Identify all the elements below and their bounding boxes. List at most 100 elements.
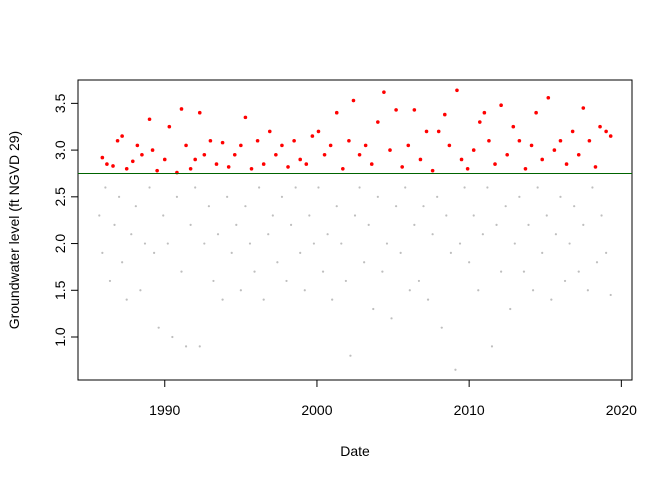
data-point <box>558 138 563 143</box>
data-point <box>101 251 104 254</box>
data-point <box>274 152 278 157</box>
data-point <box>486 186 489 189</box>
data-point <box>609 293 612 297</box>
data-point <box>334 110 339 115</box>
data-point <box>312 242 316 245</box>
data-point <box>331 298 334 301</box>
data-point <box>280 195 284 198</box>
data-point <box>294 186 297 189</box>
data-point <box>226 195 229 198</box>
data-point <box>385 242 389 245</box>
data-point <box>600 214 603 217</box>
data-point <box>513 242 516 245</box>
data-point <box>347 138 351 143</box>
data-point <box>197 110 202 115</box>
data-point <box>495 223 498 226</box>
data-point <box>198 345 201 348</box>
data-point <box>194 186 197 189</box>
data-point <box>536 186 539 189</box>
data-point <box>400 165 404 169</box>
data-point <box>267 129 272 134</box>
y-tick-label: 1.5 <box>52 280 68 300</box>
data-point <box>382 90 386 94</box>
data-point <box>577 270 580 273</box>
data-point <box>235 223 238 226</box>
data-point <box>157 326 160 329</box>
data-point <box>208 138 213 143</box>
data-point <box>564 162 569 166</box>
data-point <box>298 157 303 162</box>
data-point <box>511 124 516 129</box>
data-point <box>150 148 155 152</box>
data-point <box>155 168 159 173</box>
data-point <box>113 223 116 226</box>
data-point <box>322 152 327 157</box>
data-point <box>468 261 471 264</box>
data-point <box>171 335 174 339</box>
data-point <box>417 279 421 283</box>
data-point <box>358 186 361 189</box>
data-point <box>369 162 374 166</box>
data-point <box>534 110 538 115</box>
y-tick-label: 2.0 <box>52 234 68 254</box>
data-point <box>326 233 329 236</box>
data-point <box>184 345 188 348</box>
data-point <box>258 186 261 189</box>
data-point <box>399 251 402 254</box>
data-point <box>576 152 581 157</box>
data-point <box>321 270 325 273</box>
data-point <box>595 261 599 264</box>
data-point <box>139 289 142 292</box>
data-point <box>563 279 567 283</box>
data-point <box>454 368 457 371</box>
data-point <box>271 214 274 217</box>
data-point <box>404 186 407 189</box>
data-point <box>244 205 247 208</box>
data-point <box>430 168 435 173</box>
data-point <box>179 107 184 111</box>
data-point <box>598 124 602 129</box>
data-point <box>105 162 109 166</box>
data-point <box>117 195 121 198</box>
y-tick-label: 1.0 <box>52 327 68 347</box>
data-point <box>471 148 476 152</box>
data-point <box>586 289 589 292</box>
data-point <box>390 317 393 320</box>
data-point <box>408 289 411 292</box>
x-tick-label: 1990 <box>149 402 180 418</box>
data-point <box>303 289 306 292</box>
data-point <box>207 205 210 208</box>
data-point <box>351 98 356 103</box>
data-point <box>372 307 375 311</box>
data-point <box>226 165 231 169</box>
data-point <box>394 205 398 208</box>
data-point <box>193 157 197 162</box>
data-point <box>447 143 452 148</box>
data-point <box>184 143 188 148</box>
data-point <box>431 233 434 236</box>
data-point <box>285 279 288 283</box>
data-point <box>111 164 115 168</box>
data-point <box>253 270 256 273</box>
data-point <box>188 166 193 171</box>
data-point <box>152 251 156 254</box>
data-point <box>344 279 347 283</box>
data-point <box>239 143 243 148</box>
data-point <box>134 205 137 208</box>
data-point <box>422 205 425 208</box>
data-point <box>261 162 266 166</box>
data-point <box>608 134 613 138</box>
data-point <box>232 152 237 157</box>
data-point <box>472 214 475 217</box>
data-point <box>509 307 512 311</box>
data-point <box>230 251 233 254</box>
data-point <box>212 279 215 283</box>
data-point <box>442 112 447 117</box>
data-point <box>568 242 571 245</box>
data-point <box>394 108 398 112</box>
data-point <box>255 138 260 143</box>
data-point <box>376 120 380 124</box>
x-tick-label: 2020 <box>606 402 637 418</box>
data-point <box>115 138 120 143</box>
data-point <box>353 214 357 217</box>
